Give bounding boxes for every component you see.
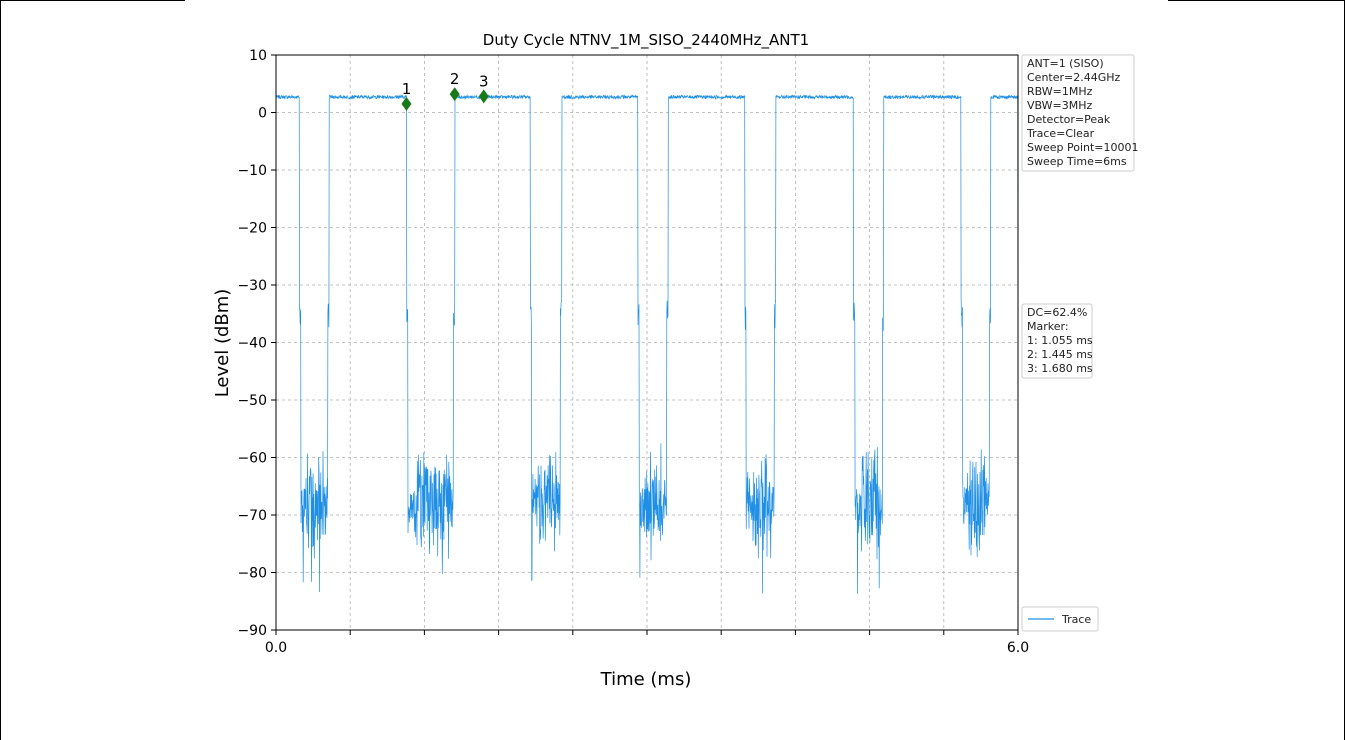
settings-info-box: ANT=1 (SISO)Center=2.44GHzRBW=1MHzVBW=3M… — [1021, 54, 1139, 172]
x-axis-label: Time (ms) — [600, 669, 692, 690]
result-line-1: Marker: — [1027, 320, 1069, 333]
duty-cycle-result-box: DC=62.4%Marker:1: 1.055 ms2: 1.445 ms3: … — [1021, 303, 1093, 379]
result-line-2: 1: 1.055 ms — [1027, 334, 1093, 347]
legend-entry-trace: Trace — [1061, 613, 1091, 626]
settings-info-line-1: Center=2.44GHz — [1027, 71, 1121, 84]
y-tick-label-6: −50 — [237, 393, 267, 409]
marker-2-label: 2 — [450, 70, 460, 88]
frame-top-right-line — [1168, 0, 1345, 1]
trace-line — [275, 94, 1019, 594]
settings-info-line-2: RBW=1MHz — [1027, 85, 1093, 98]
x-tick-label-end: 6.0 — [1007, 640, 1029, 656]
settings-info-line-7: Sweep Time=6ms — [1027, 155, 1127, 168]
result-line-0: DC=62.4% — [1027, 306, 1087, 319]
legend-frame — [1021, 606, 1099, 632]
y-tick-label-3: −20 — [237, 221, 267, 237]
x-axis-ticks: 0.0 6.0 — [265, 630, 1029, 656]
marker-3-label: 3 — [479, 72, 489, 90]
y-tick-label-7: −60 — [237, 451, 267, 467]
y-axis-label: Level (dBm) — [212, 289, 233, 398]
frame-left-border — [0, 0, 1, 740]
settings-info-line-5: Trace=Clear — [1026, 127, 1095, 140]
y-tick-label-0: 10 — [249, 48, 267, 64]
y-tick-label-8: −70 — [237, 508, 267, 524]
y-tick-label-5: −40 — [237, 336, 267, 352]
settings-info-line-0: ANT=1 (SISO) — [1027, 57, 1104, 70]
y-tick-label-9: −80 — [237, 566, 267, 582]
settings-info-line-3: VBW=3MHz — [1027, 99, 1093, 112]
y-axis-ticks: 10 0 −10 −20 −30 −40 −50 −60 −70 −80 −90 — [237, 48, 276, 639]
y-tick-label-2: −10 — [237, 163, 267, 179]
legend: Trace — [1021, 606, 1099, 632]
result-line-3: 2: 1.445 ms — [1027, 348, 1093, 361]
markers: 1 2 3 — [401, 70, 489, 111]
grid-lines — [276, 54, 1018, 631]
result-line-4: 3: 1.680 ms — [1027, 362, 1093, 375]
marker-1-label: 1 — [402, 80, 412, 98]
marker-3-diamond — [478, 89, 489, 104]
settings-info-box-frame — [1021, 54, 1135, 172]
y-tick-label-10: −90 — [237, 623, 267, 639]
x-tick-label-start: 0.0 — [265, 640, 287, 656]
y-tick-label-1: 0 — [258, 106, 267, 122]
marker-2-diamond — [449, 87, 460, 102]
settings-info-line-6: Sweep Point=10001 — [1027, 141, 1139, 154]
chart-title: Duty Cycle NTNV_1M_SISO_2440MHz_ANT1 — [483, 31, 809, 50]
trace-series — [275, 94, 1019, 594]
result-box-frame — [1021, 303, 1093, 379]
y-tick-label-4: −30 — [237, 278, 267, 294]
marker-1-diamond — [401, 96, 412, 111]
frame-top-left-line — [0, 0, 185, 1]
settings-info-line-4: Detector=Peak — [1027, 113, 1111, 126]
